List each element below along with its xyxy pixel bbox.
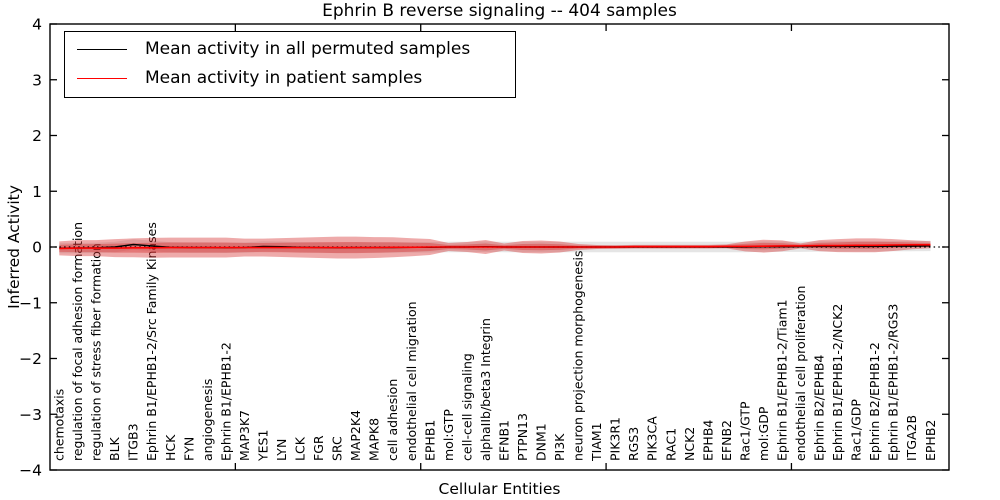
x-tick-label: endothelial cell proliferation — [793, 286, 808, 461]
x-tick-label: PI3K — [552, 433, 567, 461]
x-tick-label: regulation of stress fiber formation — [89, 243, 104, 461]
x-tick-label: Ephrin B1/EPHB1-2 — [218, 342, 233, 461]
x-tick-label: chemotaxis — [52, 389, 67, 461]
x-tick-label: LCK — [293, 436, 308, 461]
x-tick-label: DNM1 — [534, 423, 549, 461]
x-tick-label: cell-cell signaling — [459, 353, 474, 461]
y-tick-label: 2 — [32, 127, 42, 145]
x-tick-label: alphaIIb/beta3 Integrin — [478, 318, 493, 461]
x-tick-label: MAPK8 — [367, 418, 382, 461]
x-tick-label: Ephrin B1/EPHB1-2/Tiam1 — [774, 299, 789, 461]
x-tick-label: PIK3R1 — [608, 417, 623, 461]
x-tick-label: NCK2 — [682, 427, 697, 461]
x-tick-label: TIAM1 — [589, 422, 604, 462]
y-tick-label: −1 — [19, 294, 42, 312]
x-tick-label: PTPN13 — [515, 413, 530, 461]
x-tick-label: angiogenesis — [200, 379, 215, 461]
x-tick-label: BLK — [107, 436, 122, 461]
x-tick-label: Ephrin B1/EPHB1-2/NCK2 — [830, 304, 845, 461]
x-tick-label: MAP2K4 — [348, 410, 363, 461]
x-tick-label: endothelial cell migration — [404, 301, 419, 461]
y-tick-label: −2 — [19, 350, 42, 368]
chart-title: Ephrin B reverse signaling -- 404 sample… — [322, 1, 677, 21]
x-tick-label: ITGB3 — [126, 423, 141, 461]
y-tick-label: 3 — [32, 71, 42, 89]
x-tick-label: FGR — [311, 435, 326, 461]
legend-label-patient: Mean activity in patient samples — [145, 68, 423, 88]
patient-line-swatch — [77, 77, 127, 79]
x-tick-label: Ephrin B1/EPHB1-2/RGS3 — [886, 304, 901, 461]
x-tick-label: RAC1 — [663, 428, 678, 461]
x-tick-label: SRC — [330, 436, 345, 461]
x-tick-label: mol:GTP — [441, 409, 456, 461]
y-tick-label: −3 — [19, 406, 42, 424]
x-tick-label: EPHB1 — [422, 420, 437, 461]
x-tick-label: EPHB4 — [700, 420, 715, 461]
x-tick-label: Rac1/GDP — [849, 399, 864, 461]
x-tick-label: RGS3 — [626, 427, 641, 461]
x-tick-label: mol:GDP — [756, 406, 771, 461]
x-tick-label: PIK3CA — [645, 416, 660, 461]
legend-entry-permuted: Mean activity in all permuted samples — [77, 39, 503, 59]
x-tick-label: LYN — [274, 439, 289, 461]
y-tick-label: 0 — [32, 239, 42, 257]
x-tick-label: cell adhesion — [385, 379, 400, 461]
legend: Mean activity in all permuted samples Me… — [64, 31, 516, 98]
permuted-line-swatch — [77, 48, 127, 50]
x-tick-label: EFNB1 — [496, 420, 511, 461]
x-tick-label: neuron projection morphogenesis — [571, 250, 586, 461]
y-axis-label: Inferred Activity — [5, 185, 23, 309]
y-tick-label: −4 — [19, 462, 42, 480]
x-tick-label: HCK — [163, 434, 178, 461]
x-axis-label: Cellular Entities — [438, 480, 561, 498]
x-tick-label: ITGA2B — [904, 415, 919, 461]
legend-entry-patient: Mean activity in patient samples — [77, 68, 503, 88]
x-tick-label: Rac1/GTP — [737, 401, 752, 461]
y-tick-label: 4 — [32, 16, 42, 34]
patient-mean-line — [59, 244, 931, 250]
x-tick-label: MAP3K7 — [237, 410, 252, 461]
x-tick-label: EPHB2 — [923, 420, 938, 461]
x-tick-label: EFNB2 — [719, 420, 734, 461]
legend-label-permuted: Mean activity in all permuted samples — [145, 39, 471, 59]
x-tick-label: Ephrin B2/EPHB1-2 — [867, 342, 882, 461]
x-tick-label: YES1 — [255, 430, 270, 462]
x-tick-label: FYN — [181, 437, 196, 461]
x-tick-label: Ephrin B1/EPHB1-2/Src Family Kinases — [144, 222, 159, 461]
x-tick-label: regulation of focal adhesion formation — [70, 222, 85, 461]
x-tick-label: Ephrin B2/EPHB4 — [812, 355, 827, 461]
y-tick-label: 1 — [32, 183, 42, 201]
